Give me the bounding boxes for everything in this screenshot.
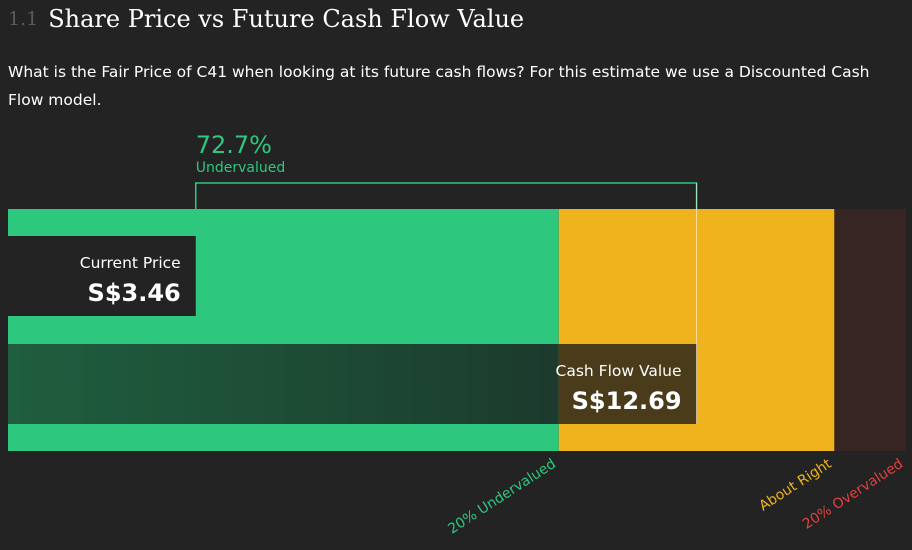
discount-percent: 72.7% [196, 131, 272, 159]
cash-flow-value-label: Cash Flow Value [556, 362, 682, 380]
section-description: What is the Fair Price of C41 when looki… [8, 63, 870, 109]
discount-label: Undervalued [196, 160, 286, 176]
current-price-label: Current Price [80, 254, 181, 272]
section-number: 1.1 [8, 8, 39, 30]
cash-flow-value-box [8, 344, 559, 424]
section-header: 1.1 Share Price vs Future Cash Flow Value [8, 5, 524, 35]
cash-flow-value-box-overlay [558, 344, 697, 424]
discount-bracket [194, 182, 698, 209]
section-title: Share Price vs Future Cash Flow Value [48, 5, 525, 33]
cash-flow-value-value: S$12.69 [572, 387, 682, 415]
current-price-value: S$3.46 [88, 279, 181, 307]
zone-overvalued [834, 209, 906, 451]
zone-label-undervalued: 20% Undervalued [445, 456, 559, 538]
current-price-box [0, 236, 196, 316]
